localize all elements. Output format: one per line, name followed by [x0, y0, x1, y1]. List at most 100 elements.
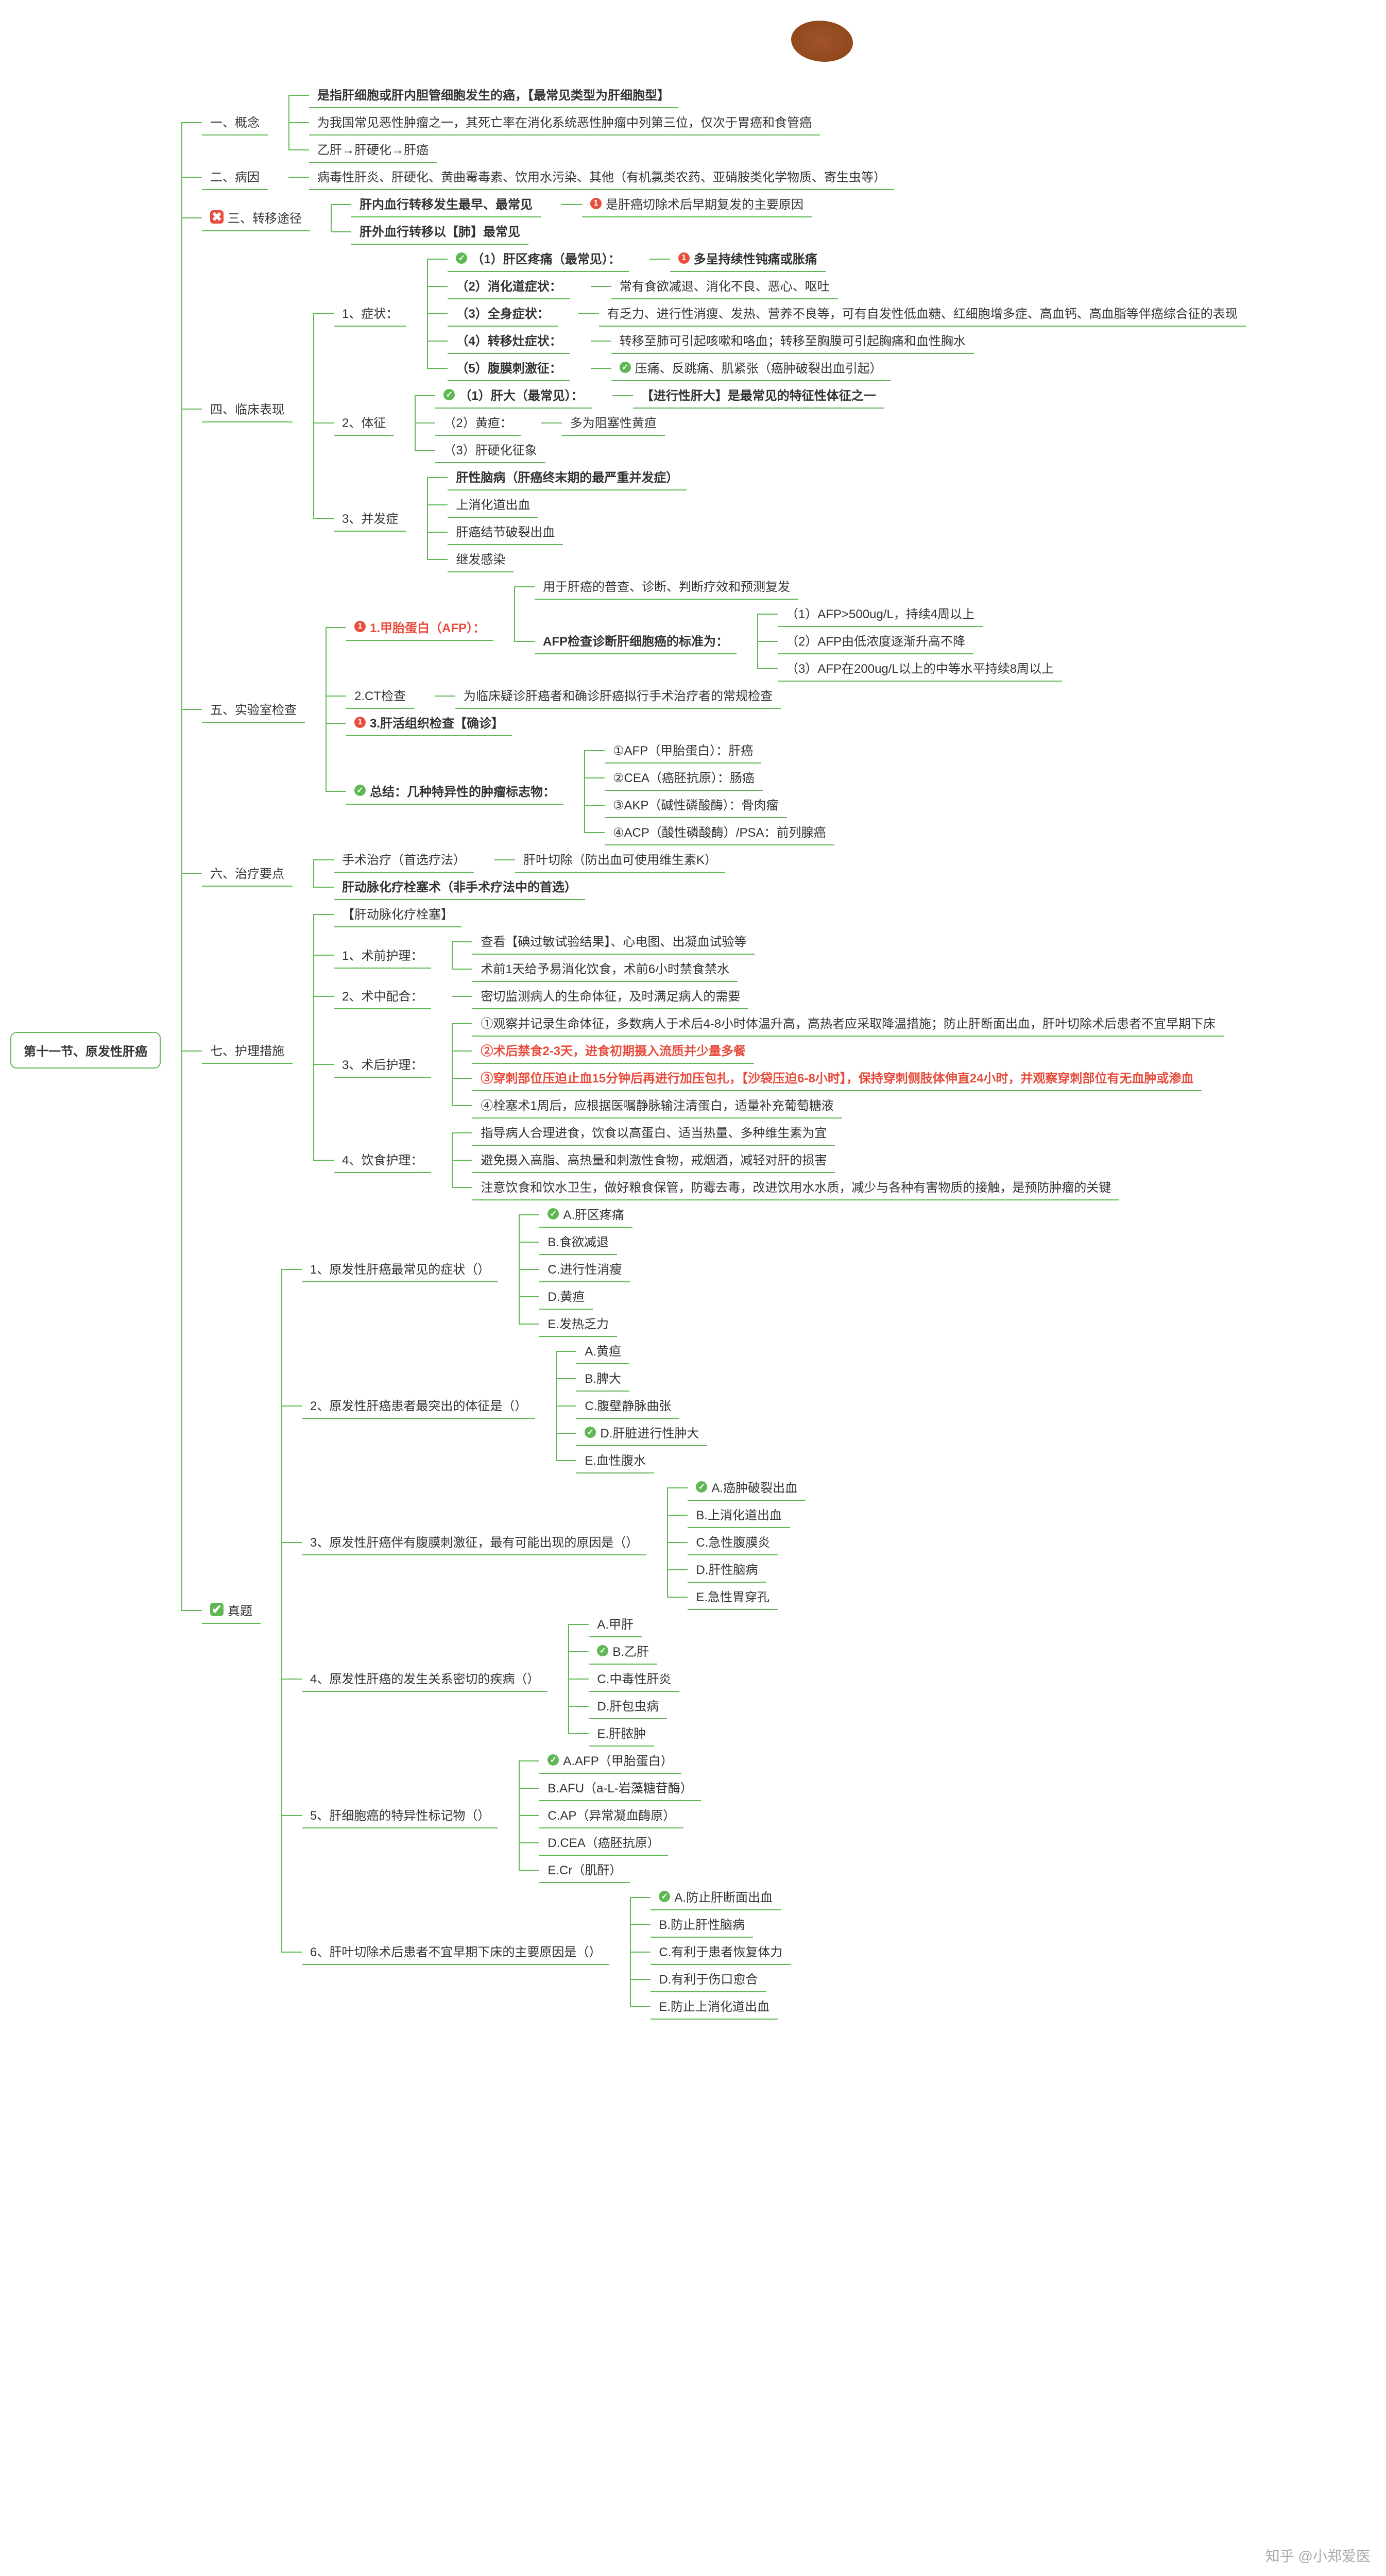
children-container: 一、概念是指肝细胞或肝内胆管细胞发生的癌，【最常见类型为肝细胞型】为我国常见恶性…	[181, 81, 1246, 2020]
mindmap-node: （5）腹膜刺激征： ✓压痛、反跳痛、肌紧张（癌肿破裂出血引起）	[448, 354, 890, 381]
node-label: （2）AFP由低浓度逐渐升高不降	[778, 627, 973, 654]
node-label: 1是肝癌切除术后早期复发的主要原因	[582, 190, 812, 217]
mindmap-node: 一、概念是指肝细胞或肝内胆管细胞发生的癌，【最常见类型为肝细胞型】为我国常见恶性…	[202, 81, 820, 163]
child-branch: （1）AFP>500ug/L，持续4周以上	[757, 600, 1062, 627]
node-text: C.腹壁静脉曲张	[585, 1396, 671, 1414]
mindmap-node: ✓A.肝区疼痛	[539, 1200, 632, 1228]
node-label: 肝动脉化疗栓塞术（非手术疗法中的首选）	[334, 873, 585, 900]
node-label: 3、并发症	[334, 504, 406, 532]
green-dot-icon: ✓	[597, 1645, 608, 1656]
children-container: 病毒性肝炎、肝硬化、黄曲霉毒素、饮用水污染、其他（有机氯类农药、亚硝胺类化学物质…	[288, 163, 894, 190]
child-branch: E.肝脓肿	[568, 1719, 679, 1747]
node-text: 6、肝叶切除术后患者不宜早期下床的主要原因是（）	[310, 1942, 601, 1960]
child-branch: C.进行性消瘦	[519, 1255, 632, 1282]
mindmap-node: 1、症状： ✓ （1）肝区疼痛（最常见）： 1多呈持续性钝痛或胀痛 （2）消化道症状： 常…	[334, 245, 1246, 381]
node-label: 二、病因	[202, 163, 268, 190]
node-label: 1、症状：	[334, 299, 406, 327]
children-container: ✓（1）肝大（最常见）：【进行性肝大】是最常见的特征性体征之一（2）黄疸：多为阻…	[415, 381, 884, 463]
node-text: 六、治疗要点	[210, 863, 284, 882]
node-text: 2、原发性肝癌患者最突出的体征是（）	[310, 1396, 527, 1414]
children-container: ✓A.癌肿破裂出血B.上消化道出血C.急性腹膜炎D.肝性脑病E.急性胃穿孔	[667, 1473, 806, 1610]
child-branch: E.Cr（肌酐）	[519, 1856, 700, 1883]
node-text: （2）黄疸：	[443, 413, 512, 431]
node-label: B.上消化道出血	[688, 1501, 790, 1528]
mindmap-node: 七、护理措施【肝动脉化疗栓塞】1、术前护理：查看【碘过敏试验结果】、心电图、出凝…	[202, 900, 1224, 1200]
children-container: ✓A.肝区疼痛B.食欲减退C.进行性消瘦D.黄疸E.发热乏力	[519, 1200, 632, 1337]
child-branch: 1、术前护理：查看【碘过敏试验结果】、心电图、出凝血试验等术前1天给予易消化饮食…	[313, 927, 1224, 982]
mindmap-node: B.防止肝性脑病	[651, 1910, 753, 1938]
child-branch: ②CEA（癌胚抗原）：肠癌	[584, 764, 834, 791]
child-branch: ✓总结：几种特异性的肿瘤标志物：①AFP（甲胎蛋白）：肝癌②CEA（癌胚抗原）：…	[326, 736, 1062, 845]
node-label: 四、临床表现	[202, 395, 293, 422]
child-branch: 4、饮食护理：指导病人合理进食，饮食以高蛋白、适当热量、多种维生素为宜避免摄入高…	[313, 1118, 1224, 1200]
mindmap-node: 术前1天给予易消化饮食，术前6小时禁食禁水	[472, 955, 738, 982]
node-text: E.肝脓肿	[597, 1723, 646, 1741]
node-label: C.急性腹膜炎	[688, 1528, 778, 1555]
node-text: （1）肝区疼痛（最常见）：	[471, 249, 620, 267]
node-text: （1）AFP>500ug/L，持续4周以上	[786, 604, 974, 622]
mindmap-node: 4、饮食护理：指导病人合理进食，饮食以高蛋白、适当热量、多种维生素为宜避免摄入高…	[334, 1118, 1119, 1200]
mindmap-node: ①观察并记录生命体征，多数病人于术后4-8小时体温升高，高热者应采取降温措施；防…	[472, 1009, 1224, 1037]
mindmap-node: 11.甲胎蛋白（AFP）：用于肝癌的普查、诊断、判断疗效和预测复发AFP检查诊断…	[346, 572, 1062, 682]
child-branch: 肝癌结节破裂出血	[427, 518, 687, 545]
mindmap-root: 第十一节、原发性肝癌一、概念是指肝细胞或肝内胆管细胞发生的癌，【最常见类型为肝细…	[10, 81, 1376, 2020]
child-branch: E.血性腹水	[556, 1446, 707, 1473]
mindmap-node: 肝癌结节破裂出血	[448, 518, 563, 545]
child-branch: 2.CT检查为临床疑诊肝癌者和确诊肝癌拟行手术治疗者的常规检查	[326, 682, 1062, 709]
node-text: 【进行性肝大】是最常见的特征性体征之一	[641, 385, 876, 403]
node-label: 2.CT检查	[346, 682, 414, 709]
mindmap-node: E.血性腹水	[576, 1446, 654, 1473]
mindmap-node: 2、术中配合：密切监测病人的生命体征，及时满足病人的需要	[334, 982, 748, 1009]
green-dot-icon: ✓	[443, 389, 455, 400]
node-label: ✓压痛、反跳痛、肌紧张（癌肿破裂出血引起）	[611, 354, 891, 381]
node-text: C.有利于患者恢复体力	[659, 1942, 782, 1960]
mindmap-node: A.黄疸	[576, 1337, 629, 1364]
child-branch: ①AFP（甲胎蛋白）：肝癌	[584, 736, 834, 764]
mindmap-node: 常有食欲减退、消化不良、恶心、呕吐	[611, 272, 838, 299]
mindmap-node: 6、肝叶切除术后患者不宜早期下床的主要原因是（） ✓A.防止肝断面出血B.防止肝性…	[302, 1883, 791, 2020]
child-branch: ✓A.癌肿破裂出血	[667, 1473, 806, 1501]
child-branch: 术前1天给予易消化饮食，术前6小时禁食禁水	[452, 955, 755, 982]
node-label: ②CEA（癌胚抗原）：肠癌	[605, 764, 763, 791]
node-label: 转移至肺可引起咳嗽和咯血；转移至胸膜可引起胸痛和血性胸水	[611, 327, 974, 354]
node-label: E.急性胃穿孔	[688, 1583, 778, 1610]
children-container: （1）AFP>500ug/L，持续4周以上 （2）AFP由低浓度逐渐升高不降 （3）…	[757, 600, 1062, 682]
child-branch: ②术后禁食2-3天，进食初期摄入流质并少量多餐	[452, 1037, 1224, 1064]
node-text: 5、肝细胞癌的特异性标记物（）	[310, 1805, 490, 1823]
node-label: 有乏力、进行性消瘦、发热、营养不良等，可有自发性低血糖、红细胞增多症、高血钙、高…	[599, 299, 1246, 327]
child-branch: ④ACP（酸性磷酸酶）/PSA：前列腺癌	[584, 818, 834, 845]
mindmap-node: ✓B.乙肝	[589, 1637, 657, 1665]
node-label: ✓A.癌肿破裂出血	[688, 1473, 806, 1501]
children-container: 为临床疑诊肝癌者和确诊肝癌拟行手术治疗者的常规检查	[435, 682, 781, 709]
node-label: 继发感染	[448, 545, 514, 572]
child-branch: ✓B.乙肝	[568, 1637, 679, 1665]
child-branch: 肝外血行转移以【肺】最常见	[331, 217, 812, 245]
mindmap-node: B.食欲减退	[539, 1228, 617, 1255]
green-dot-icon: ✓	[620, 362, 631, 373]
node-text: （3）肝硬化征象	[443, 440, 537, 458]
child-branch: B.脾大	[556, 1364, 707, 1392]
mindmap-node: C.急性腹膜炎	[688, 1528, 778, 1555]
child-branch: 一、概念是指肝细胞或肝内胆管细胞发生的癌，【最常见类型为肝细胞型】为我国常见恶性…	[181, 81, 1246, 163]
mindmap-node: ②术后禁食2-3天，进食初期摄入流质并少量多餐	[472, 1037, 754, 1064]
node-text: D.有利于伤口愈合	[659, 1969, 758, 1987]
node-label: （2）消化道症状：	[448, 272, 570, 299]
child-branch: B.防止肝性脑病	[630, 1910, 791, 1938]
node-label: （2）黄疸：	[435, 409, 520, 436]
red-dot-icon: 1	[590, 198, 602, 209]
node-label: C.进行性消瘦	[539, 1255, 630, 1282]
node-text: （3）AFP在200ug/L以上的中等水平持续8周以上	[786, 658, 1054, 676]
mindmap-node: （2）黄疸：多为阻塞性黄疸	[435, 409, 664, 436]
children-container: ✓A.防止肝断面出血B.防止肝性脑病C.有利于患者恢复体力D.有利于伤口愈合E.…	[630, 1883, 791, 2020]
node-text: B.脾大	[585, 1368, 621, 1386]
mindmap-node: D.肝包虫病	[589, 1692, 667, 1719]
node-text: 多呈持续性钝痛或胀痛	[694, 249, 817, 267]
node-text: C.AP（异常凝血酶原）	[547, 1805, 675, 1823]
node-label: （5）腹膜刺激征：	[448, 354, 570, 381]
node-text: 手术治疗（首选疗法）	[342, 850, 466, 868]
node-label: ✓A.防止肝断面出血	[651, 1883, 781, 1910]
node-text: （2）消化道症状：	[456, 276, 561, 294]
node-label: E.Cr（肌酐）	[539, 1856, 630, 1883]
child-branch: ✖三、转移途径肝内血行转移发生最早、最常见1是肝癌切除术后早期复发的主要原因肝外…	[181, 190, 1246, 245]
child-branch: 1多呈持续性钝痛或胀痛	[649, 245, 826, 272]
